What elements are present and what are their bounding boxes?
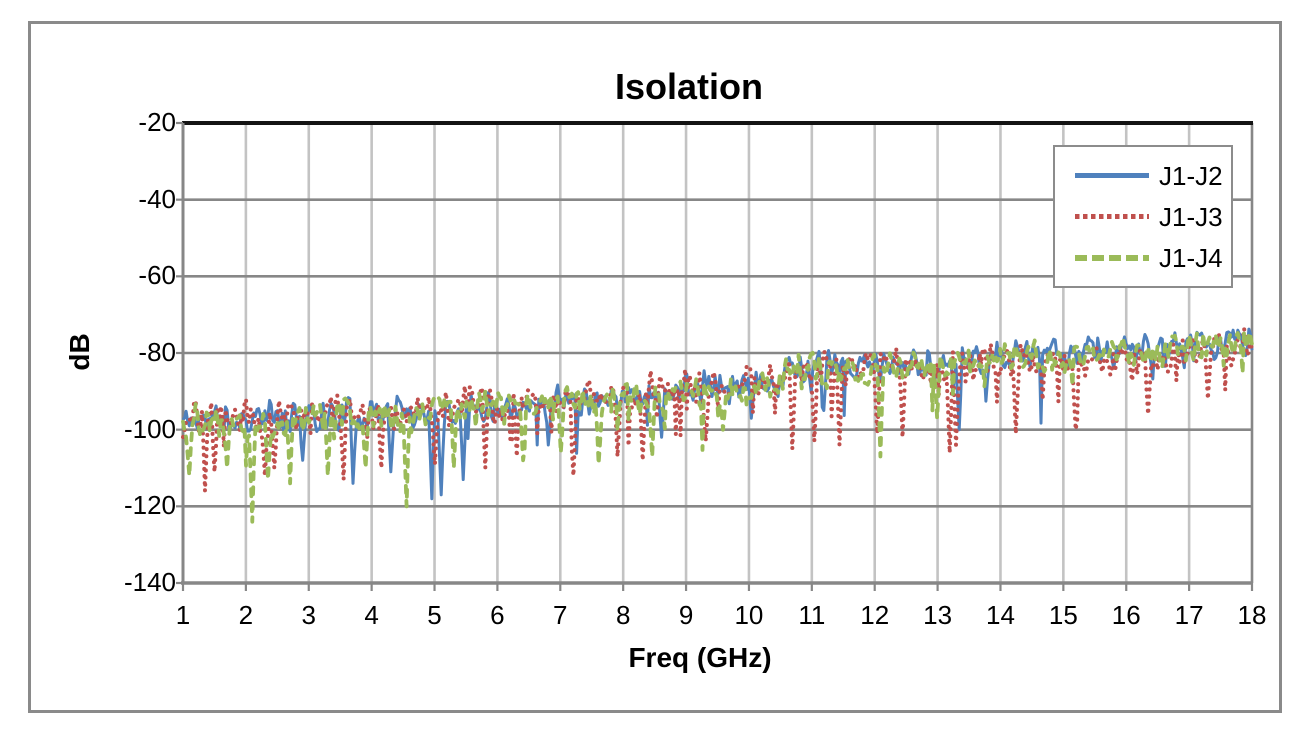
y-tick-label: -140 (123, 567, 176, 597)
x-tick-label: 12 (860, 600, 890, 630)
x-tick-label: 5 (427, 600, 442, 630)
series-j1-j4 (181, 329, 1254, 524)
legend-line-sample (1075, 254, 1149, 261)
x-tick-label: 8 (615, 600, 631, 630)
x-tick-label: 11 (798, 600, 826, 630)
x-tick-label: 15 (1048, 600, 1078, 630)
legend-item-label: J1-J3 (1159, 201, 1223, 232)
x-tick-label: 14 (986, 600, 1015, 630)
x-tick-label: 7 (553, 600, 568, 630)
x-tick-label: 16 (1111, 600, 1141, 630)
y-tick-label: -40 (138, 183, 176, 214)
y-tick-label: -120 (123, 490, 176, 521)
y-tick-label: -100 (123, 413, 176, 444)
chart-title: Isolation (614, 66, 764, 107)
y-tick-label: -20 (138, 107, 176, 137)
legend-item-j1-j4: J1-J4 (1075, 245, 1223, 271)
legend: J1-J2 J1-J3 J1-J4 (1053, 145, 1233, 288)
x-tick-label: 10 (734, 600, 764, 630)
x-tick-label: 6 (490, 600, 505, 630)
y-tick-label: -80 (138, 337, 176, 367)
x-tick-label: 3 (301, 600, 316, 630)
data-series (181, 326, 1254, 524)
x-tick-label: 1 (175, 600, 191, 630)
x-tick-label: 4 (364, 600, 379, 630)
axis-lines (176, 121, 1254, 591)
x-tick-label: 9 (678, 600, 694, 630)
legend-line-sample (1075, 173, 1149, 178)
x-tick-label: 17 (1174, 600, 1204, 630)
y-tick-label: -60 (138, 260, 176, 291)
x-tick-label: 18 (1237, 600, 1267, 630)
legend-item-label: J1-J2 (1159, 160, 1223, 191)
legend-item-label: J1-J4 (1159, 242, 1223, 273)
chart-outer-border (28, 21, 1282, 713)
legend-line-sample (1075, 214, 1149, 219)
x-axis-title: Freq (GHz) (628, 642, 772, 673)
y-axis-title: dB (64, 333, 95, 371)
x-tick-label: 13 (923, 600, 953, 630)
series-j1-j3 (181, 326, 1254, 493)
legend-item-j1-j2: J1-J2 (1075, 163, 1223, 189)
x-tick-label: 2 (238, 600, 254, 630)
legend-item-j1-j3: J1-J3 (1075, 204, 1223, 230)
